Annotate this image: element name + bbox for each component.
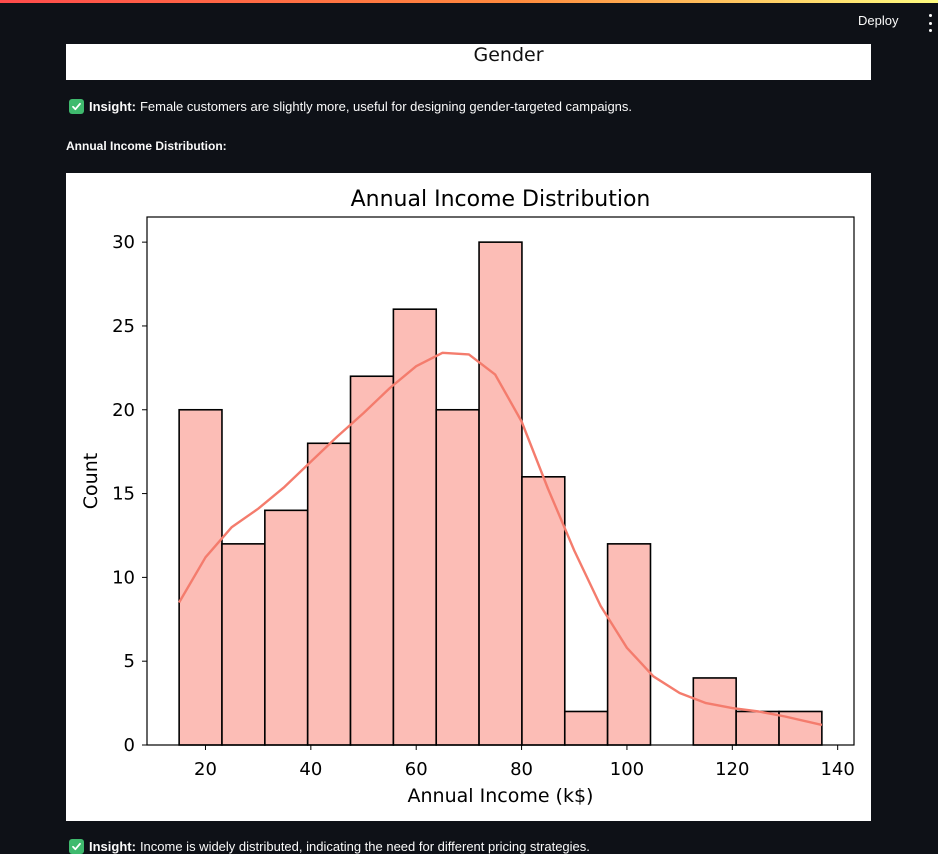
y-tick-label: 20 — [112, 400, 135, 421]
x-tick-label: 80 — [510, 759, 533, 780]
gender-chart-title: Gender — [473, 44, 544, 66]
histogram-bar — [606, 543, 652, 746]
top-accent-bar — [0, 0, 938, 3]
x-axis-label: Annual Income (k$) — [408, 785, 594, 807]
income-chart-panel: 20 40 60 80 100 120 140 0 5 10 15 20 25 30 Annual Inco… — [66, 173, 871, 821]
income-histogram: 20 40 60 80 100 120 140 0 5 10 15 20 25 30 Annual Inco… — [80, 187, 855, 807]
histogram-bar — [735, 710, 780, 746]
histogram-bar — [435, 408, 480, 746]
insight-text: Income is widely distributed, indicating… — [139, 839, 590, 854]
histogram-bar — [178, 408, 223, 746]
histogram-bar — [563, 710, 609, 746]
y-tick-label: 30 — [112, 232, 135, 253]
y-tick-label: 25 — [112, 316, 135, 337]
x-tick-label: 20 — [194, 759, 217, 780]
y-tick-label: 0 — [124, 735, 135, 756]
histogram-bar — [349, 375, 395, 746]
section-label: Annual Income Distribution: — [66, 139, 227, 153]
check-icon — [69, 99, 84, 114]
check-icon — [69, 839, 84, 854]
histogram-bar — [521, 476, 566, 746]
x-tick-label: 120 — [715, 759, 749, 780]
histogram-bar — [264, 509, 309, 746]
insight-gender: Insight: Female customers are slightly m… — [69, 99, 632, 114]
main-menu-icon[interactable] — [926, 14, 934, 32]
deploy-button[interactable]: Deploy — [858, 13, 899, 28]
insight-income: Insight: Income is widely distributed, i… — [69, 839, 590, 854]
kde-curve — [178, 351, 823, 727]
y-tick-label: 10 — [112, 567, 135, 588]
x-tick-label: 100 — [610, 759, 644, 780]
y-tick-label: 15 — [112, 484, 135, 505]
histogram-bar — [392, 308, 438, 746]
chart-title: Annual Income Distribution — [351, 187, 651, 212]
y-tick-label: 5 — [124, 651, 135, 672]
x-tick-label: 140 — [820, 759, 854, 780]
x-tick-label: 40 — [299, 759, 322, 780]
histogram-bar — [306, 442, 352, 746]
x-tick-label: 60 — [405, 759, 428, 780]
histogram-bar — [692, 677, 737, 746]
plot-frame — [146, 216, 855, 746]
insight-prefix: Insight: — [89, 99, 136, 114]
insight-prefix: Insight: — [89, 839, 136, 854]
insight-text: Female customers are slightly more, usef… — [139, 99, 633, 114]
histogram-bar — [478, 241, 523, 746]
y-axis-label: Count — [80, 453, 102, 509]
gender-chart-panel: Gender — [66, 44, 871, 80]
histogram-bar — [221, 543, 266, 746]
